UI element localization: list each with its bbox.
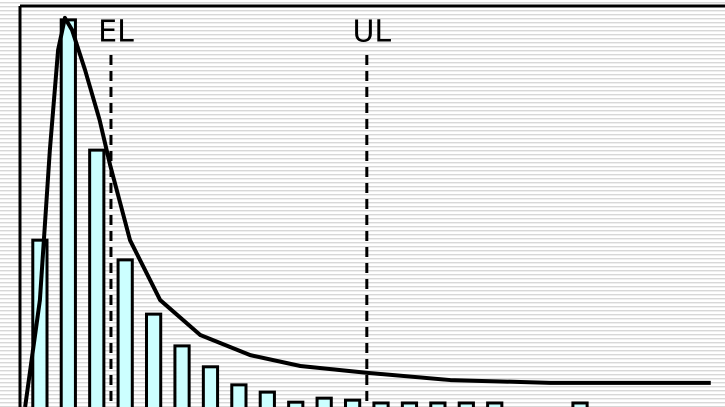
bar bbox=[315, 396, 333, 407]
bar bbox=[571, 401, 589, 407]
bar bbox=[59, 18, 77, 407]
bar bbox=[201, 365, 220, 407]
bar bbox=[116, 258, 134, 407]
frame bbox=[18, 4, 725, 407]
limit-label: EL bbox=[98, 15, 134, 50]
bar bbox=[372, 401, 390, 407]
density-curve bbox=[23, 15, 711, 407]
bar bbox=[429, 401, 447, 407]
bar bbox=[400, 401, 419, 407]
bar bbox=[145, 312, 163, 407]
bar bbox=[31, 238, 49, 407]
bar bbox=[258, 390, 276, 407]
bar bbox=[343, 398, 362, 407]
plot-area: EL UL bbox=[23, 15, 711, 407]
bar bbox=[486, 401, 504, 407]
bar bbox=[457, 401, 475, 407]
bar bbox=[173, 344, 191, 407]
bar bbox=[287, 400, 305, 407]
limit-label: UL bbox=[352, 15, 391, 50]
bar bbox=[88, 148, 106, 407]
bar bbox=[230, 383, 248, 407]
